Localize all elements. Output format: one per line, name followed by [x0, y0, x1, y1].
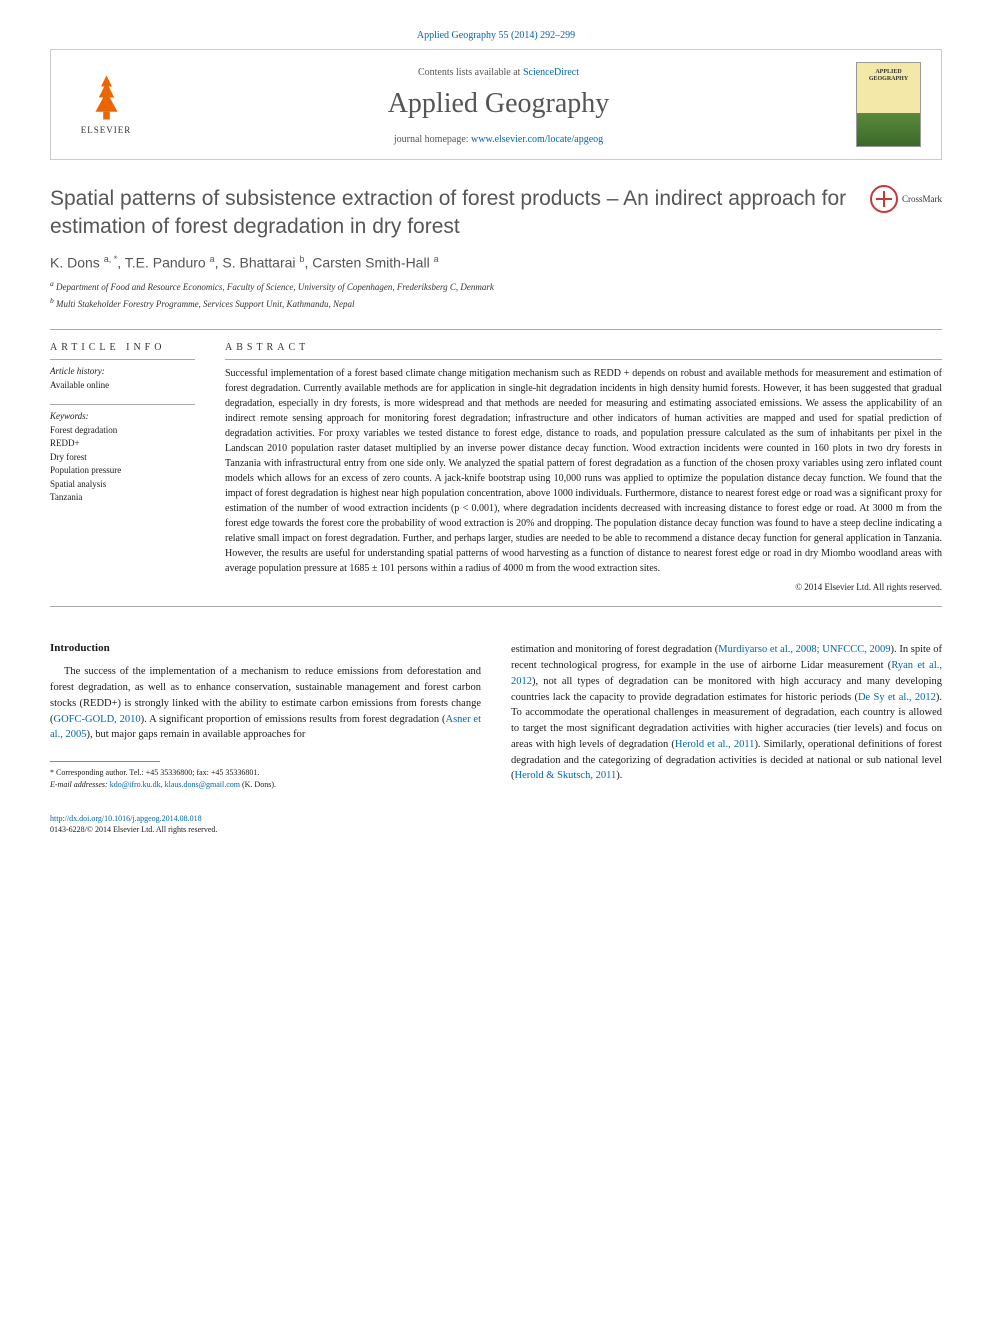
keywords-block: Keywords: Forest degradationREDD+Dry for…	[50, 404, 195, 505]
crossmark-badge[interactable]: CrossMark	[870, 185, 942, 213]
email-suffix: (K. Dons).	[242, 780, 276, 789]
history-value: Available online	[50, 379, 195, 393]
homepage-prefix: journal homepage:	[394, 134, 471, 145]
introduction-heading: Introduction	[50, 642, 481, 654]
journal-name: Applied Geography	[141, 88, 856, 120]
cover-label: APPLIED GEOGRAPHY	[857, 67, 920, 85]
body-paragraph-1: The success of the implementation of a m…	[50, 664, 481, 743]
article-info-header: ARTICLE INFO	[50, 342, 195, 353]
abstract-copyright: © 2014 Elsevier Ltd. All rights reserved…	[225, 582, 942, 592]
abstract-header: ABSTRACT	[225, 342, 942, 353]
elsevier-label: ELSEVIER	[81, 125, 132, 135]
email-line: E-mail addresses: kdo@ifro.ku.dk, klaus.…	[50, 779, 481, 791]
keywords-list: Forest degradationREDD+Dry forestPopulat…	[50, 424, 195, 505]
issn-copyright: 0143-6228/© 2014 Elsevier Ltd. All right…	[50, 825, 217, 834]
homepage-link[interactable]: www.elsevier.com/locate/apgeog	[471, 134, 603, 145]
contents-prefix: Contents lists available at	[418, 67, 523, 78]
elsevier-tree-icon	[79, 70, 134, 125]
crossmark-icon	[870, 185, 898, 213]
doi-link[interactable]: http://dx.doi.org/10.1016/j.apgeog.2014.…	[50, 814, 202, 823]
corresponding-author-footnote: * Corresponding author. Tel.: +45 353368…	[50, 767, 481, 791]
article-title: Spatial patterns of subsistence extracti…	[50, 185, 870, 242]
history-label: Article history:	[50, 365, 195, 379]
corresponding-line: * Corresponding author. Tel.: +45 353368…	[50, 767, 481, 779]
body-column-right: estimation and monitoring of forest degr…	[511, 642, 942, 835]
article-history-block: Article history: Available online	[50, 359, 195, 392]
contents-line: Contents lists available at ScienceDirec…	[141, 67, 856, 78]
footnote-separator	[50, 761, 160, 762]
header-citation: Applied Geography 55 (2014) 292–299	[50, 30, 942, 41]
divider	[50, 606, 942, 607]
affiliation-b: b Multi Stakeholder Forestry Programme, …	[50, 295, 942, 312]
homepage-line: journal homepage: www.elsevier.com/locat…	[141, 134, 856, 145]
abstract-column: ABSTRACT Successful implementation of a …	[225, 342, 942, 592]
crossmark-label: CrossMark	[902, 194, 942, 204]
affiliations: a Department of Food and Resource Econom…	[50, 278, 942, 311]
doi-block: http://dx.doi.org/10.1016/j.apgeog.2014.…	[50, 813, 481, 835]
divider	[50, 329, 942, 330]
body-columns: Introduction The success of the implemen…	[50, 642, 942, 835]
affiliation-a: a Department of Food and Resource Econom…	[50, 278, 942, 295]
authors-line: K. Dons a, *, T.E. Panduro a, S. Bhattar…	[50, 254, 942, 271]
body-paragraph-2: estimation and monitoring of forest degr…	[511, 642, 942, 784]
email-link[interactable]: kdo@ifro.ku.dk, klaus.dons@gmail.com	[110, 780, 240, 789]
email-label: E-mail addresses:	[50, 780, 108, 789]
journal-header-box: ELSEVIER Contents lists available at Sci…	[50, 49, 942, 160]
elsevier-logo[interactable]: ELSEVIER	[71, 62, 141, 142]
keywords-label: Keywords:	[50, 410, 195, 424]
body-column-left: Introduction The success of the implemen…	[50, 642, 481, 835]
sciencedirect-link[interactable]: ScienceDirect	[523, 67, 579, 78]
journal-cover-thumbnail: APPLIED GEOGRAPHY	[856, 62, 921, 147]
article-info-column: ARTICLE INFO Article history: Available …	[50, 342, 195, 592]
abstract-text: Successful implementation of a forest ba…	[225, 359, 942, 576]
